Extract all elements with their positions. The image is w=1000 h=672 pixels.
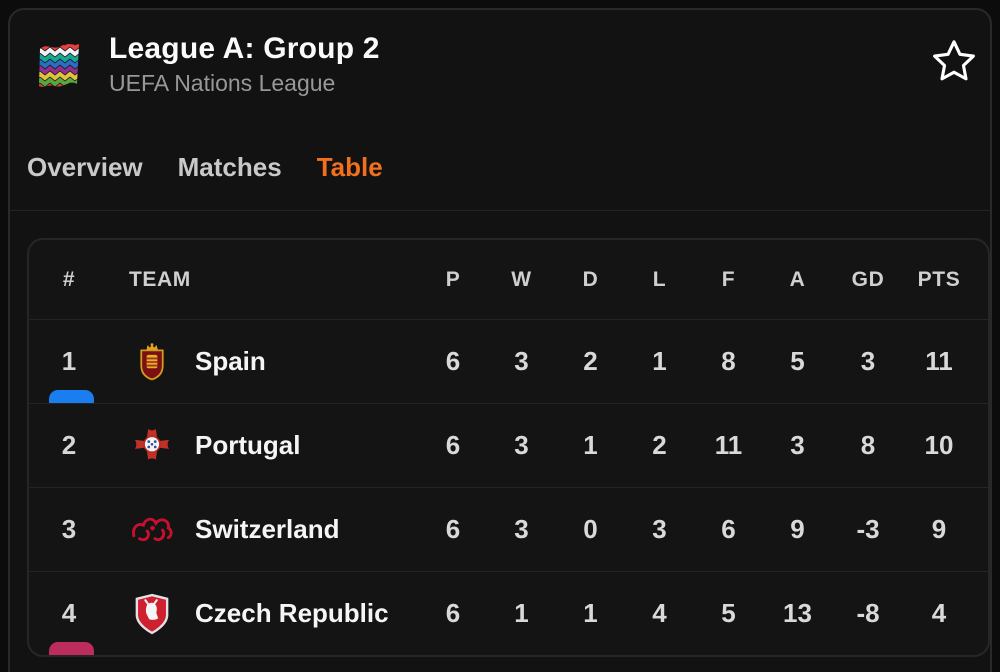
stat-draws: 1 [583,598,598,628]
stat-wins: 3 [514,346,529,376]
page-subtitle: UEFA Nations League [109,70,336,96]
stat-goals-against: 3 [790,430,805,460]
portugal-crest-icon [109,427,195,465]
czech-republic-crest-icon [109,593,195,635]
favorite-star-icon[interactable] [928,36,980,88]
stat-points: 4 [931,598,947,628]
stat-losses: 1 [652,346,667,376]
stat-goals-for: 11 [714,430,743,460]
stat-goals-for: 6 [721,514,736,544]
stat-played: 6 [445,598,461,628]
tab-table[interactable]: Table [316,152,383,182]
header-divider [10,210,990,211]
rank: 3 [61,514,77,544]
stat-goals-against: 9 [790,514,805,544]
stat-played: 6 [445,346,461,376]
table-header-row: # TEAM P W D L F A GD PTS [29,240,988,319]
column-header-draws: D [582,267,599,291]
team-name: Switzerland [195,514,340,544]
tab-matches[interactable]: Matches [177,152,282,182]
standings-table: # TEAM P W D L F A GD PTS 1 [27,238,990,657]
stat-points: 9 [931,514,947,544]
stat-wins: 1 [514,598,529,628]
column-header-goal-diff: GD [851,267,885,291]
page-title: League A: Group 2 [109,32,380,65]
stat-goals-for: 5 [721,598,736,628]
rank: 1 [61,346,77,376]
table-row-switzerland[interactable]: 3 Switzerland 6 3 0 3 6 9 -3 9 [29,487,988,571]
stat-losses: 4 [652,598,667,628]
stat-wins: 3 [514,514,529,544]
team-name: Czech Republic [195,598,389,628]
team-name: Portugal [195,430,301,460]
spain-crest-icon [109,341,195,383]
stat-goals-for: 8 [721,346,736,376]
stat-draws: 2 [583,346,598,376]
stat-played: 6 [445,430,461,460]
tab-bar: Overview Matches Table [27,152,383,183]
stat-goals-against: 13 [783,598,812,628]
uefa-nations-league-logo-icon [35,38,83,94]
stat-goal-diff: 8 [860,430,876,460]
stat-played: 6 [445,514,461,544]
rank: 4 [61,598,77,628]
column-header-team: TEAM [129,267,191,291]
rank: 2 [61,430,77,460]
stat-goal-diff: -3 [856,514,880,544]
stat-points: 10 [924,430,954,460]
column-header-goals-against: A [789,267,806,291]
stat-draws: 1 [583,430,598,460]
promotion-indicator [49,390,94,403]
column-header-wins: W [511,267,532,291]
stat-wins: 3 [514,430,529,460]
stat-losses: 3 [652,514,667,544]
table-row-spain[interactable]: 1 Spain 6 3 2 1 8 5 3 1 [29,319,988,403]
stat-goal-diff: 3 [860,346,876,376]
column-header-played: P [445,267,461,291]
table-row-portugal[interactable]: 2 Portugal 6 3 1 2 11 [29,403,988,487]
stat-goals-against: 5 [790,346,805,376]
stat-goal-diff: -8 [856,598,880,628]
switzerland-crest-icon [109,515,195,545]
column-header-losses: L [652,267,667,291]
column-header-points: PTS [917,267,961,291]
column-header-rank: # [62,267,76,291]
stat-losses: 2 [652,430,667,460]
team-name: Spain [195,346,266,376]
league-widget: League A: Group 2 UEFA Nations League Ov… [8,8,992,672]
stat-draws: 0 [583,514,598,544]
stat-points: 11 [925,346,953,376]
tab-overview[interactable]: Overview [27,152,143,182]
column-header-goals-for: F [721,267,736,291]
relegation-indicator [49,642,94,655]
table-row-czech-republic[interactable]: 4 Czech Republic 6 1 1 4 5 13 -8 4 [29,571,988,655]
